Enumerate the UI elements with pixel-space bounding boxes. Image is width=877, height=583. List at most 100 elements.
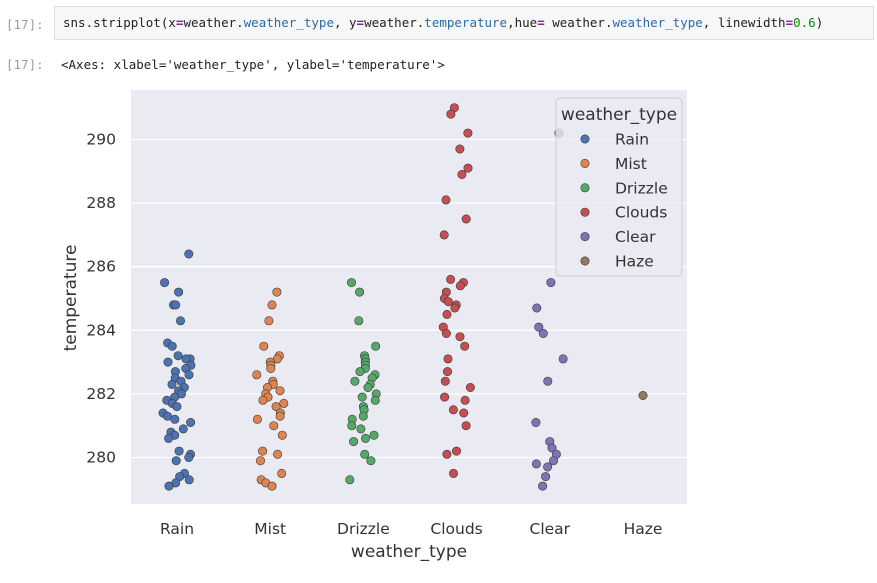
code-part: , y <box>333 15 357 30</box>
data-point-drizzle <box>355 287 365 297</box>
data-point-clouds <box>443 297 453 307</box>
y-tick-labels: 280 282 284 286 288 290 <box>86 131 116 467</box>
y-tick-label: 290 <box>86 131 116 149</box>
x-tick-labels: Rain Mist Drizzle Clouds Clear Haze <box>160 520 662 538</box>
code-eq: = <box>537 15 545 30</box>
x-tick-label: Clouds <box>430 520 482 538</box>
code-eq: = <box>356 15 365 30</box>
data-point-clouds <box>460 341 470 351</box>
data-point-drizzle <box>354 316 364 326</box>
code-line: sns.stripplot(x=weather.weather_type, y=… <box>63 15 823 30</box>
data-point-drizzle <box>366 456 376 466</box>
output-prompt: [17]: <box>6 57 44 72</box>
data-point-drizzle <box>347 421 357 431</box>
data-point-drizzle <box>370 395 380 405</box>
data-point-rain <box>181 354 191 364</box>
data-point-mist <box>279 398 289 408</box>
code-number: 0.6 <box>793 15 816 30</box>
data-point-clouds <box>448 468 458 478</box>
data-point-clouds <box>442 449 452 459</box>
data-point-haze <box>638 390 648 400</box>
legend-marker-mist <box>580 158 590 168</box>
data-point-clouds <box>441 195 451 205</box>
data-point-clouds <box>455 281 465 291</box>
data-point-rain <box>186 417 196 427</box>
code-attr: weather_type <box>243 15 334 30</box>
data-point-mist <box>275 386 285 396</box>
data-point-drizzle <box>350 376 360 386</box>
code-part: ,hue <box>507 15 538 30</box>
data-point-clouds <box>460 395 470 405</box>
data-point-mist <box>255 456 265 466</box>
legend-title: weather_type <box>561 105 677 125</box>
data-point-drizzle <box>357 392 367 402</box>
legend-label-clear: Clear <box>615 228 656 246</box>
data-point-mist <box>259 341 269 351</box>
legend-marker-rain <box>580 134 590 144</box>
x-tick-label: Mist <box>254 520 286 538</box>
data-point-rain <box>167 341 177 351</box>
legend-marker-clouds <box>580 207 590 217</box>
output-repr: <Axes: xlabel='weather_type', ylabel='te… <box>61 57 445 72</box>
code-attr: weather_type <box>612 15 703 30</box>
data-point-mist <box>277 468 287 478</box>
data-point-clear <box>546 278 556 288</box>
legend-marker-clear <box>580 232 590 242</box>
legend: weather_type Rain Mist Drizzle Clouds Clear Ha… <box>555 97 683 277</box>
code-part: ) <box>815 15 824 30</box>
data-point-rain <box>175 472 185 482</box>
data-point-rain <box>184 452 194 462</box>
data-point-rain <box>174 446 184 456</box>
data-point-clear <box>543 376 553 386</box>
legend-label-haze: Haze <box>615 253 654 271</box>
y-tick-label: 286 <box>86 258 116 276</box>
data-point-rain <box>172 402 182 412</box>
legend-label-drizzle: Drizzle <box>615 179 668 197</box>
data-point-drizzle <box>371 341 381 351</box>
data-point-mist <box>267 481 277 491</box>
data-point-drizzle <box>356 424 366 434</box>
data-point-rain <box>171 456 181 466</box>
code-part: weather. <box>544 15 613 30</box>
gridlines <box>131 138 687 459</box>
data-point-drizzle <box>358 411 368 421</box>
code-attr: temperature <box>424 15 508 30</box>
code-eq: = <box>785 15 794 30</box>
data-point-clear <box>532 303 542 313</box>
data-point-mist <box>264 316 274 326</box>
data-point-clouds <box>443 354 453 364</box>
data-point-mist <box>258 395 268 405</box>
x-tick-label: Clear <box>530 520 571 538</box>
data-point-mist <box>273 449 283 459</box>
code-part: (x <box>160 15 176 30</box>
data-point-drizzle <box>349 437 359 447</box>
data-point-mist <box>275 411 285 421</box>
data-point-mist <box>269 421 279 431</box>
code-part: weather. <box>183 15 244 30</box>
data-point-drizzle <box>360 433 370 443</box>
data-point-rain <box>164 481 174 491</box>
data-point-clear <box>543 462 553 472</box>
data-point-rain <box>164 433 174 443</box>
data-point-clouds <box>451 446 461 456</box>
x-tick-label: Drizzle <box>337 520 390 538</box>
data-point-clouds <box>450 303 460 313</box>
code-part: weather. <box>364 15 425 30</box>
data-point-clouds <box>440 392 450 402</box>
data-point-mist <box>258 446 268 456</box>
data-point-clouds <box>440 376 450 386</box>
code-fn: sns.stripplot <box>63 15 161 30</box>
code-input-cell[interactable]: sns.stripplot(x=weather.weather_type, y=… <box>54 6 874 40</box>
data-point-mist <box>266 363 276 373</box>
data-point-mist <box>267 300 277 310</box>
data-point-drizzle <box>363 382 373 392</box>
data-point-rain <box>170 414 180 424</box>
data-point-clear <box>541 472 551 482</box>
data-point-mist <box>272 287 282 297</box>
legend-label-clouds: Clouds <box>615 204 667 222</box>
data-point-clouds <box>455 144 465 154</box>
data-point-clouds <box>442 367 452 377</box>
data-point-clear <box>548 456 558 466</box>
data-point-mist <box>252 370 262 380</box>
